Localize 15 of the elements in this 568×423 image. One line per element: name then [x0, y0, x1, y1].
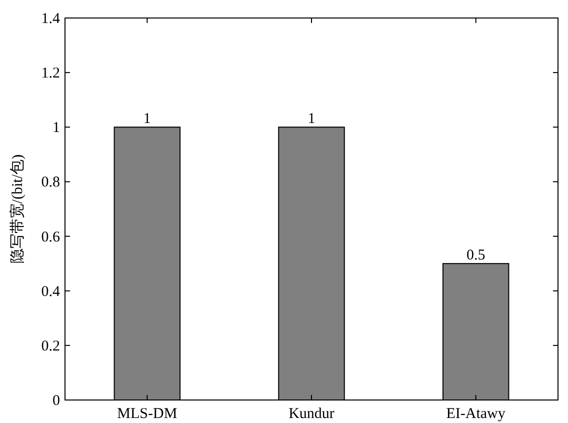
y-tick-label: 0 — [52, 393, 60, 409]
data-label: 1 — [143, 111, 151, 128]
y-tick-label: 1.4 — [41, 11, 60, 27]
x-tick-label: MLS-DM — [117, 406, 178, 422]
y-axis-title: 隐写带宽/(bit/包) — [9, 154, 26, 264]
data-label: 0.5 — [466, 248, 486, 264]
y-tick-label: 0.6 — [41, 229, 60, 246]
y-tick-label: 0.2 — [41, 338, 60, 354]
y-tick-label: 0.4 — [41, 284, 60, 300]
data-label: 1 — [308, 111, 316, 128]
x-tick-label: Kundur — [288, 406, 334, 422]
y-tick-label: 0.8 — [41, 174, 60, 191]
x-tick-label: EI-Atawy — [446, 406, 506, 422]
y-tick-label: 1 — [52, 120, 60, 136]
y-tick-label: 1.2 — [41, 66, 60, 82]
